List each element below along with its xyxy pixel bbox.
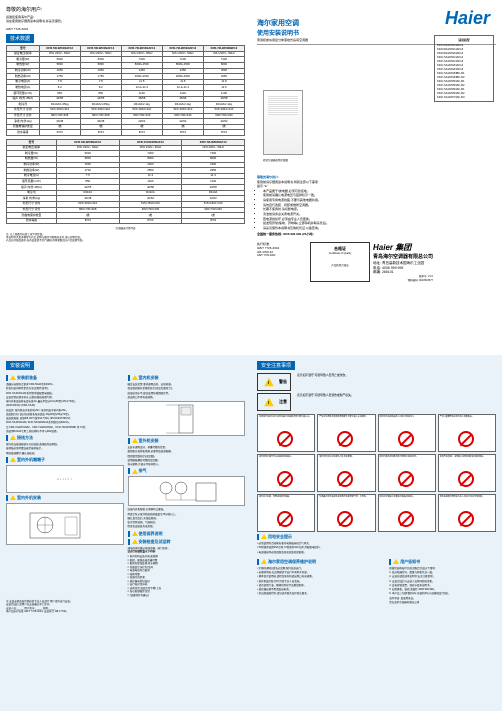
warning-cell: 严禁儿童攀爬或在室外机上放置物品。 — [438, 414, 496, 452]
indoor-install-hdr: 室内机安装 — [128, 375, 246, 381]
outdoor-install-hdr: 室外机安装 — [128, 438, 246, 444]
purge-diagram — [128, 476, 246, 506]
warning-label: 警告 — [257, 373, 291, 391]
install-header: 安装说明 — [6, 361, 34, 370]
warning-cell: 请勿将手指或物品伸入出风口和进风口。 — [378, 414, 436, 452]
caution-label: 注意 — [257, 393, 291, 411]
warning-cell: 空调器必须可靠接地,接地线不得接至煤气管、水管等。 — [317, 494, 375, 532]
spec-notes: 注: 以上参数为标准工况下测定值。 本说明书涉及多种型号产品,实物与图示可能略有… — [6, 233, 245, 243]
checklist-hdr: 试运行前请检查以下内容: — [128, 550, 246, 553]
warning-cell: 严禁在空调附近使用易燃喷雾剂,可能引起火灾或爆炸。 — [317, 414, 375, 452]
outdoor-unit-diagram — [6, 503, 124, 545]
caution-desc: 表示如不遵守,可能导致人员受伤或财产损失。 — [297, 393, 496, 411]
unit-install-hdr: 室内外机安装 — [6, 495, 124, 501]
user-notice-hdr: 用户告知书 — [389, 559, 496, 565]
ac-caption: 柜式空调器实物示意图 — [263, 158, 288, 162]
indoor-unit-diagram — [128, 401, 246, 436]
terminal-hdr: 室内外机端端子 — [6, 457, 124, 463]
maint-hdr: 使用保养说明 — [128, 531, 246, 537]
haier-logo: Haier — [445, 8, 490, 29]
testrun-hdr: 安装检查及试运转 — [128, 539, 246, 545]
user-notes: 尊敬的海尔用户: 使用前请仔细阅读本说明书,特别注意以下事项: 提示:"●" 本… — [257, 175, 496, 236]
install-footnote: 注:安装必须由海尔授权的专业人员进行,用户请勿自行安装。 安装完成后,请用户在安… — [6, 600, 245, 613]
subgreeting: 感谢您使用海尔产品! 请在使用前仔细阅读本说明书,并妥善保管。 — [6, 15, 245, 23]
company-info: Haier 集团 青岛海尔空调器有限总公司 地址: 青岛高新技术园海尔工业园 电… — [373, 242, 433, 282]
warning-desc: 表示如不遵守,可能导致人员死亡或重伤。 — [297, 373, 496, 391]
wiring-text: 室内外连接线按编号对应接线,黄绿线为接地线。接地线必须可靠连接至接地端子。紧固接… — [6, 443, 124, 455]
user-notice-text: 感谢您选购海尔空调,请配合完成以下事项:1. 核对机器型号、数量与购机凭证一致。… — [389, 567, 496, 604]
spec-table-1: 型号KFR-50LW/01NAF12KFR-50LW/01NAF13KFR-72… — [6, 45, 245, 136]
terminal-diagram: N L 1 2 3 ⏚ — [6, 465, 124, 493]
spec-header: 技术数据 — [6, 34, 34, 43]
wiring-hdr: 接线方法 — [6, 435, 124, 441]
purge-hdr: 排气 — [128, 468, 246, 474]
purge-text: 连接内外机配管,拧紧喇叭口螺母。用真空泵从室外机维修阀抽真空15分钟以上。确认真… — [128, 508, 246, 528]
warning-cell: 电源线不得加长或与其他电器共用插座,否则可能引起火灾。 — [257, 414, 315, 452]
warning-cell: 移机或报废处理须由专业人员进行,制冷剂须回收。 — [438, 494, 496, 532]
ac-unit-illustration — [263, 90, 303, 155]
safety-header: 安全注意事项 — [257, 361, 295, 370]
warning-cell: 请勿自行拆卸、修理或改装空调器。 — [257, 494, 315, 532]
warning-cell: 请勿用湿手操作开关或插拔电源插头。 — [257, 454, 315, 492]
checklist: 室内外机安装牢固,无倾斜配管、配线连接正确可靠配管已保温处理,排水顺畅已抽真空,… — [128, 555, 246, 597]
standard-ref: GB/T 7725-2004 — [6, 27, 245, 31]
standard-box: 执行标准: GB/T 7725-2004 GB 4706.32 GB/T 772… — [257, 242, 307, 282]
install-prep-text: 请确认电源符合要求:KFR-50LW系列220V~检查包装内附件是否齐全(见附件… — [6, 383, 124, 433]
model-list-box: 适用机型 KFR-50LW/01NAF12KFR-50LW/01NAF13KFR… — [434, 35, 494, 102]
maint-text: • 定期(每两周)清洗过滤网,保持高效运行。• 长期停用前,在送风模式下运行半天… — [257, 567, 385, 596]
warning-grid: 电源线不得加长或与其他电器共用插座,否则可能引起火灾。严禁在空调附近使用易燃喷雾… — [257, 414, 496, 532]
warning-cell: 请勿长时间让冷风直吹人体,有害健康。 — [317, 454, 375, 492]
outdoor-install-text: 安装于通风良好、承重可靠的位置。避免阳光直射和雨淋,必要时加装遮阳棚。四周留足散… — [128, 446, 246, 466]
warning-cell: 发现异常(焦味、冒烟等)立即停机断电并联系售后。 — [438, 454, 496, 492]
indoor-install-text: 确定安装位置,要求通风良好、远离热源。保证四周留有足够检修空间(见右图尺寸)。底… — [128, 383, 246, 399]
warning-cell: 请勿在空调器上放置盛水容器(花瓶等)。 — [378, 494, 436, 532]
install-prep-hdr: 安装前准备 — [6, 375, 124, 381]
elec-safety-hdr: 用电安全提示 — [257, 534, 496, 540]
spec-note: 空调器运行条件表 — [6, 227, 245, 230]
warning-cell: 清洁时请务必切断电源,不要用水直接冲洗。 — [378, 454, 436, 492]
spec-table-2: 型号KFR-50LW/02NAF12KFR-72LW/02NAF12KFR-72… — [6, 139, 245, 224]
elec-safety-text: • 必须使用符合国家标准的电源插座和空气开关。• 50型推荐使用25A空开,72… — [257, 542, 496, 554]
greeting: 尊敬的海尔用户: — [6, 6, 245, 13]
quality-cert-box: 合格证 Certificate of Quality 产品检验合格证 — [310, 242, 370, 282]
maint-hdr2: 海尔家用空调保养维护说明 — [257, 559, 385, 565]
